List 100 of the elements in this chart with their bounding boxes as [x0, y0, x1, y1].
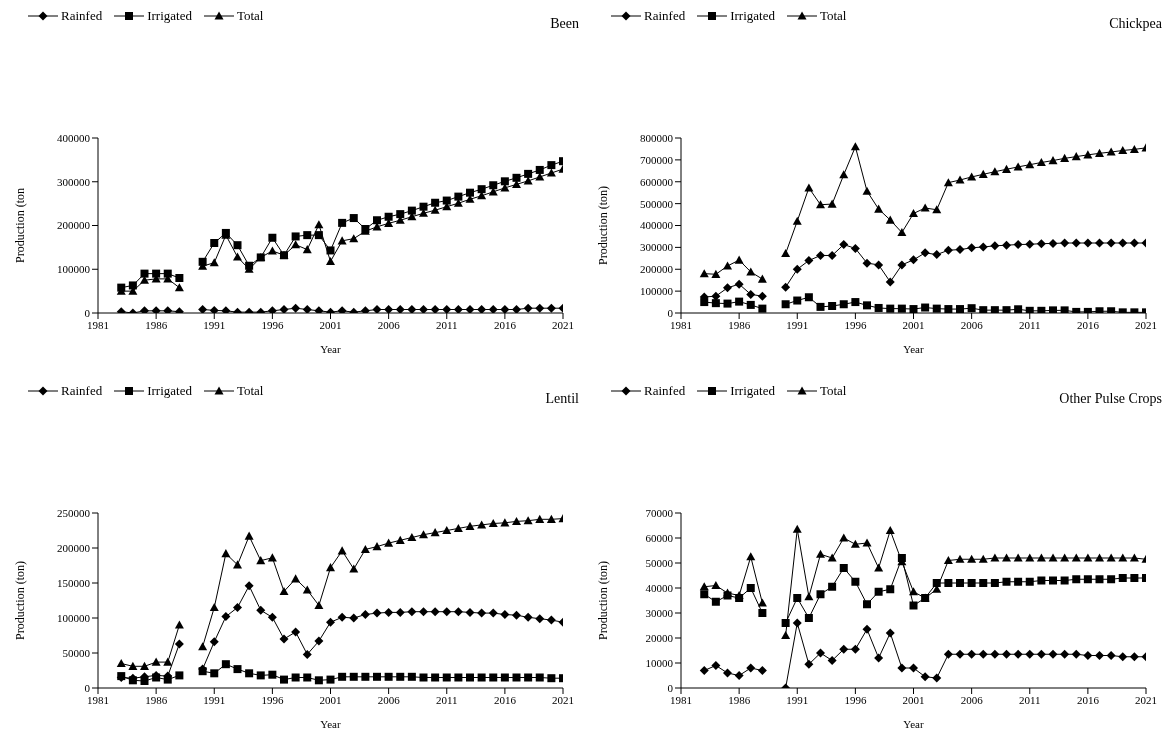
y-tick-label: 30000	[645, 606, 674, 619]
point	[349, 214, 358, 223]
point	[302, 649, 312, 659]
x-tick-label: 1996	[844, 693, 867, 706]
point	[990, 553, 1000, 562]
y-tick-label: 0	[84, 681, 91, 694]
point	[279, 634, 289, 644]
x-tick-label: 2021	[552, 693, 574, 706]
point	[291, 627, 301, 637]
x-tick-label: 2006	[377, 318, 401, 331]
point	[535, 172, 545, 181]
point	[1014, 577, 1023, 586]
point	[792, 524, 802, 533]
x-tick-label: 1986	[728, 318, 751, 331]
x-tick-label: 2021	[1135, 693, 1157, 706]
x-tick-label: 1991	[786, 693, 809, 706]
x-axis-title: Year	[320, 718, 341, 730]
point	[523, 612, 533, 622]
y-axis-title: Production (ton)	[596, 186, 611, 265]
point	[360, 306, 370, 313]
point	[816, 590, 825, 599]
x-axis-title: Year	[320, 343, 341, 355]
point	[1013, 162, 1023, 171]
point	[395, 305, 405, 313]
point	[943, 178, 953, 187]
point	[233, 665, 242, 674]
point	[419, 305, 428, 313]
point	[723, 668, 732, 678]
y-tick-label: 600000	[640, 175, 674, 188]
legend-label: Rainfed	[644, 8, 686, 24]
point	[372, 542, 382, 551]
point	[116, 659, 126, 668]
point	[233, 560, 242, 569]
point	[1106, 147, 1116, 156]
y-tick-label: 0	[667, 306, 674, 319]
point	[256, 556, 266, 565]
x-tick-label: 2016	[1076, 318, 1100, 331]
point	[885, 215, 895, 224]
point	[1106, 553, 1116, 562]
point	[442, 526, 452, 535]
point	[546, 514, 556, 523]
x-tick-label: 2006	[960, 318, 984, 331]
point	[874, 587, 883, 596]
point	[395, 535, 405, 544]
point	[909, 305, 918, 313]
point	[1083, 553, 1093, 562]
point	[174, 283, 184, 292]
x-tick-label: 2011	[435, 693, 458, 706]
y-tick-label: 50000	[645, 556, 674, 569]
point	[524, 673, 533, 682]
point	[454, 673, 463, 682]
point	[453, 523, 463, 532]
point	[488, 519, 498, 528]
point	[209, 603, 219, 612]
point	[932, 250, 942, 260]
point	[955, 554, 965, 563]
point	[1129, 144, 1139, 153]
point	[932, 673, 942, 683]
point	[221, 306, 231, 313]
point	[990, 241, 1000, 251]
point	[723, 299, 732, 308]
point	[535, 165, 544, 174]
point	[1013, 649, 1023, 659]
point	[500, 673, 509, 682]
point	[874, 260, 884, 270]
point	[384, 538, 394, 547]
point	[302, 585, 312, 594]
x-tick-label: 1981	[670, 693, 692, 706]
point	[734, 279, 744, 289]
point	[781, 300, 790, 309]
point	[547, 161, 556, 170]
point	[360, 610, 370, 619]
point	[500, 305, 510, 313]
point	[757, 598, 767, 607]
point	[1118, 574, 1127, 582]
point	[711, 597, 720, 606]
x-tick-label: 1991	[203, 318, 226, 331]
x-axis-title: Year	[903, 343, 924, 355]
point	[465, 521, 475, 530]
point	[442, 305, 452, 313]
point	[1095, 651, 1104, 660]
point	[373, 216, 381, 225]
point	[1049, 306, 1057, 313]
point	[1130, 574, 1139, 582]
point	[851, 577, 860, 586]
legend-label: Rainfed	[644, 383, 686, 399]
legend-label: Total	[819, 383, 847, 399]
point	[839, 240, 849, 250]
point	[163, 269, 172, 278]
point	[546, 303, 556, 313]
point	[792, 618, 802, 628]
point	[1071, 553, 1081, 562]
point	[465, 607, 475, 617]
point	[757, 274, 767, 283]
legend-label: Rainfed	[61, 383, 103, 399]
point	[885, 526, 895, 535]
point	[279, 305, 289, 313]
y-tick-label: 100000	[640, 285, 674, 298]
point	[407, 533, 417, 542]
point	[337, 236, 347, 245]
